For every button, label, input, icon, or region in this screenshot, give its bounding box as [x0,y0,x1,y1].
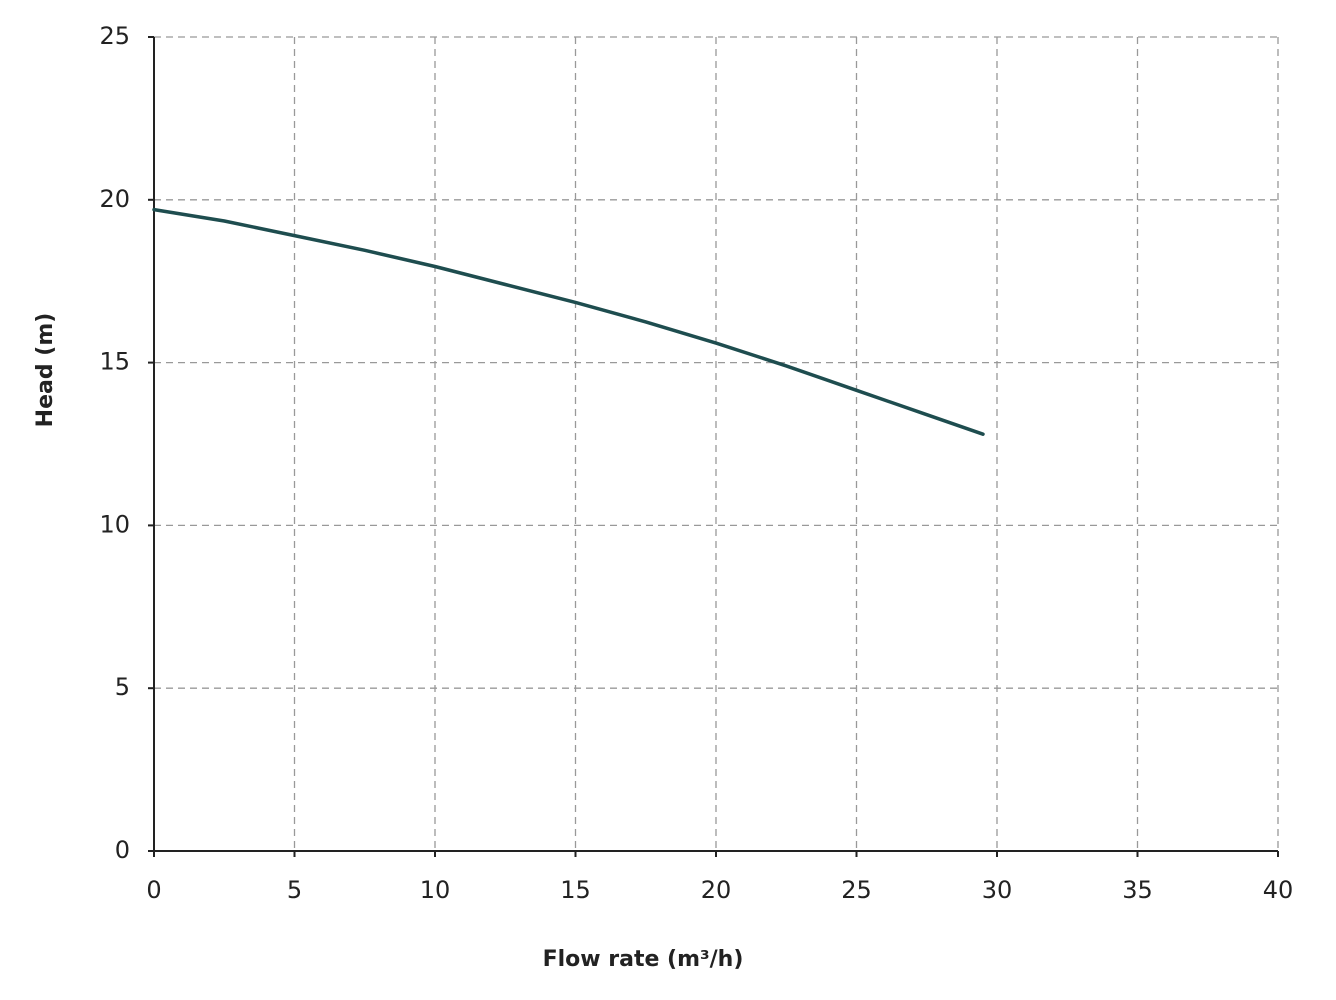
x-tick-label: 15 [560,876,591,904]
x-tick-label: 40 [1263,876,1294,904]
y-tick-label: 20 [99,185,130,213]
x-tick-label: 25 [841,876,872,904]
x-tick-label: 5 [287,876,302,904]
y-tick-label: 10 [99,510,130,538]
y-tick-label: 25 [99,22,130,50]
y-tick-label: 0 [115,836,130,864]
x-tick-label: 30 [982,876,1013,904]
x-axis-title: Flow rate (m³/h) [543,947,744,972]
y-tick-label: 5 [115,673,130,701]
data-line [152,207,985,436]
x-tick-label: 10 [420,876,451,904]
x-tick-label: 20 [701,876,732,904]
x-tick-label: 35 [1122,876,1153,904]
x-tick-label: 0 [146,876,161,904]
y-tick-label: 15 [99,348,130,376]
y-axis-title: Head (m) [33,313,58,428]
